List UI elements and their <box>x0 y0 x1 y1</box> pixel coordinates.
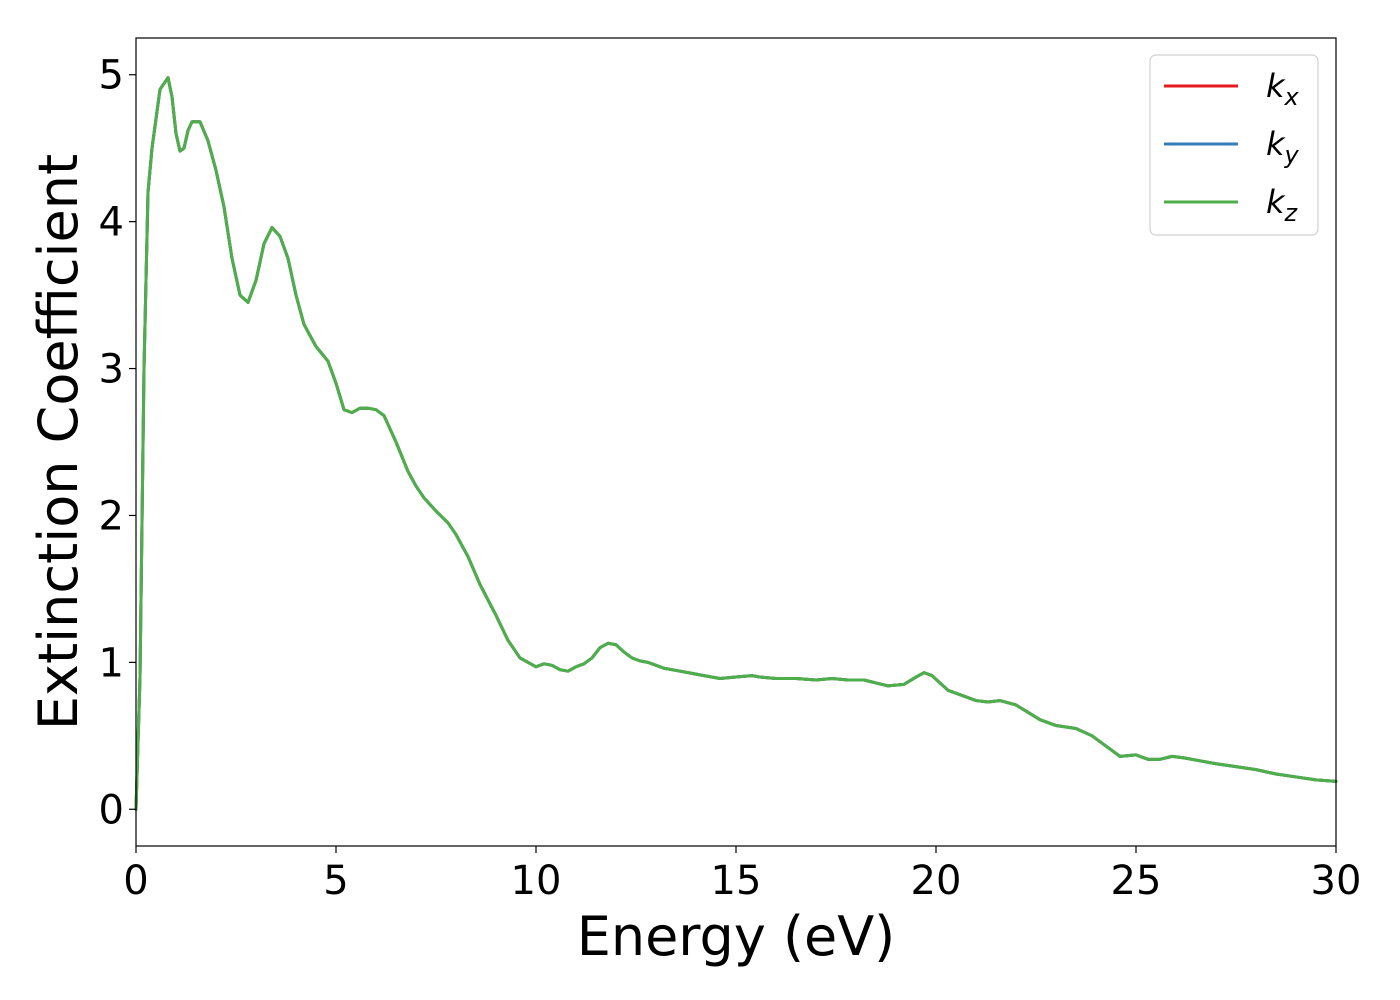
legend-label-kz: kz <box>1266 183 1299 227</box>
x-tick-label: 5 <box>323 858 348 904</box>
x-axis: 0 5 10 15 20 25 30 <box>123 846 1361 904</box>
y-axis-title: Extinction Coefficient <box>27 154 90 730</box>
x-axis-title: Energy (eV) <box>577 905 896 968</box>
x-tick-label: 30 <box>1311 858 1362 904</box>
series-layer <box>134 76 1338 811</box>
y-tick-label: 0 <box>99 787 124 833</box>
x-tick-label: 15 <box>711 858 762 904</box>
y-tick-label: 2 <box>99 493 124 539</box>
x-tick-label: 25 <box>1111 858 1162 904</box>
x-tick-label: 20 <box>911 858 962 904</box>
y-tick-label: 3 <box>99 347 124 393</box>
x-tick-label: 10 <box>511 858 562 904</box>
legend-label-kx: kx <box>1266 67 1300 111</box>
series-line-kz <box>134 76 1338 811</box>
y-tick-label: 1 <box>99 640 124 686</box>
x-tick-label: 0 <box>123 858 148 904</box>
y-axis: 0 1 2 3 4 5 <box>99 53 136 833</box>
y-tick-label: 4 <box>99 200 124 246</box>
y-tick-label: 5 <box>99 53 124 99</box>
legend-label-ky: ky <box>1266 125 1300 169</box>
legend: kx ky kz <box>1149 54 1319 236</box>
